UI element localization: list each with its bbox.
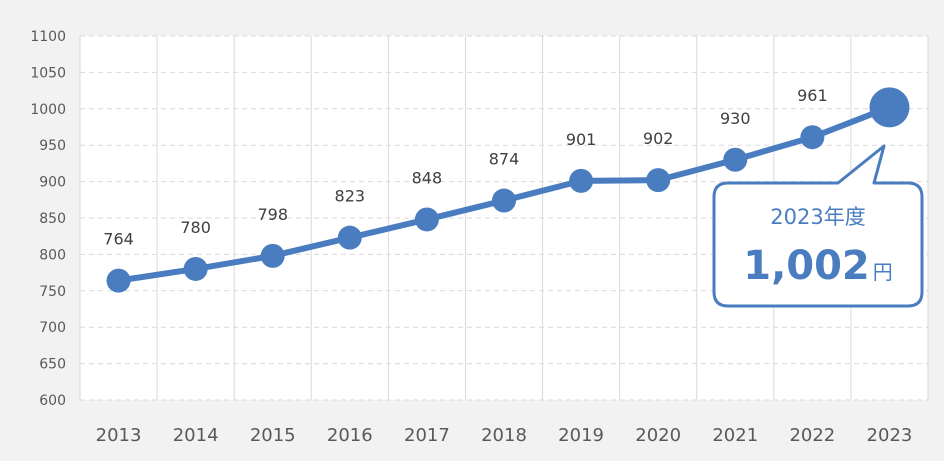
- x-axis: 2013 2014 2015 2016 2017 2018 2019 2020 2021 2022…: [96, 425, 913, 446]
- callout-year-label: 2023年度: [770, 205, 865, 229]
- x-tick-label: 2019: [558, 425, 604, 446]
- x-tick-label: 2018: [481, 425, 527, 446]
- data-label: 823: [335, 187, 366, 206]
- callout-unit: 円: [873, 260, 893, 284]
- y-tick-label: 650: [39, 357, 66, 373]
- data-point: [183, 256, 208, 281]
- series-points: [106, 87, 910, 293]
- x-tick-label: 2015: [250, 425, 296, 446]
- data-label: 874: [489, 150, 520, 169]
- data-label: 930: [720, 109, 751, 128]
- x-tick-label: 2020: [635, 425, 681, 446]
- data-label: 764: [103, 230, 134, 249]
- data-point: [260, 243, 285, 268]
- x-tick-label: 2023: [867, 425, 913, 446]
- callout-value-line: 1,002 円: [743, 243, 893, 289]
- data-label: 961: [797, 86, 828, 105]
- y-tick-label: 1050: [30, 65, 66, 81]
- x-tick-label: 2021: [712, 425, 758, 446]
- y-tick-label: 1000: [30, 102, 66, 118]
- x-tick-label: 2016: [327, 425, 373, 446]
- x-tick-label: 2017: [404, 425, 450, 446]
- data-point: [492, 188, 516, 213]
- y-axis: 600 650 700 750 800 850 900 950 1000 1050 1100: [30, 29, 66, 409]
- data-point: [337, 225, 362, 250]
- data-point: [569, 168, 594, 193]
- y-tick-label: 1100: [30, 29, 66, 45]
- x-tick-label: 2013: [96, 425, 142, 446]
- data-point: [646, 168, 671, 193]
- data-point: [800, 125, 825, 150]
- data-point: [723, 147, 748, 172]
- data-point: [414, 207, 439, 232]
- y-tick-label: 750: [39, 284, 66, 300]
- y-tick-label: 900: [39, 175, 66, 191]
- callout-value: 1,002: [743, 243, 870, 289]
- data-label: 901: [566, 130, 597, 149]
- data-point: [106, 268, 131, 293]
- y-tick-label: 800: [39, 247, 66, 263]
- data-labels: 764 780 798 823 848 874 901 902 930 961: [103, 86, 827, 248]
- y-tick-label: 700: [39, 320, 66, 336]
- y-tick-label: 600: [39, 393, 66, 409]
- data-label: 780: [180, 218, 211, 237]
- y-tick-label: 950: [39, 138, 66, 154]
- highlight-point: [869, 87, 910, 128]
- x-tick-label: 2014: [173, 425, 219, 446]
- y-tick-label: 850: [39, 211, 66, 227]
- callout-box: [712, 144, 924, 308]
- data-label: 848: [412, 168, 443, 187]
- highlight-callout: 2023年度 1,002 円: [712, 144, 924, 308]
- data-label: 902: [643, 129, 674, 148]
- x-tick-label: 2022: [789, 425, 835, 446]
- data-label: 798: [257, 205, 288, 224]
